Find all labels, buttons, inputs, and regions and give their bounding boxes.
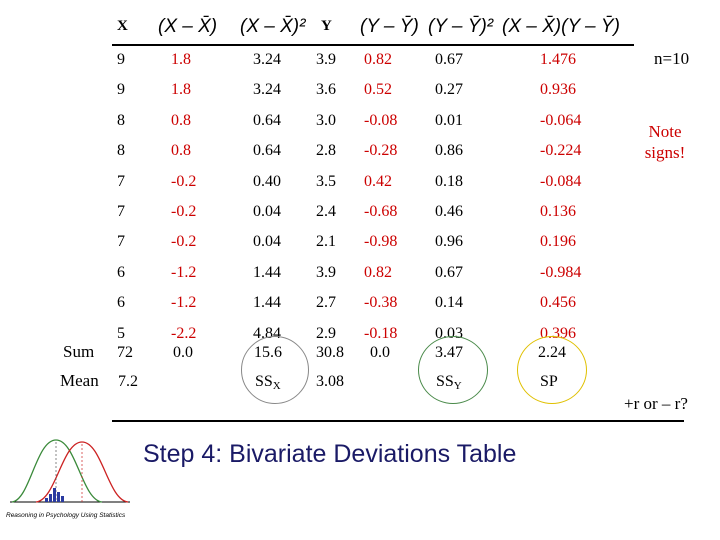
table-cell: 0.82 xyxy=(364,263,392,281)
table-cell: 3.9 xyxy=(316,51,336,68)
table-cell: 0.136 xyxy=(540,203,576,220)
ss-x-highlight xyxy=(241,336,309,404)
footer-rule xyxy=(112,420,684,422)
table-cell: -1.2 xyxy=(171,294,197,312)
header-dev-y: (Y – Ȳ) xyxy=(360,16,419,37)
note-signs: Note signs! xyxy=(644,122,686,162)
sum-y: 30.8 xyxy=(316,344,344,361)
table-cell: 2.8 xyxy=(316,142,336,160)
table-cell: -0.064 xyxy=(540,111,582,129)
table-cell: 2.7 xyxy=(316,294,336,312)
table-cell: 0.42 xyxy=(364,172,392,190)
header-x: X xyxy=(117,18,128,34)
table-cell: 2.9 xyxy=(316,324,336,342)
header-dev-y-sq: (Y – Ȳ)² xyxy=(428,16,494,37)
table-cell: -0.084 xyxy=(540,172,582,190)
table-cell: 3.24 xyxy=(253,51,281,68)
header-rule xyxy=(112,44,634,46)
header-dev-x: (X – X̄) xyxy=(158,16,218,37)
table-cell: 0.18 xyxy=(435,172,463,190)
table-cell: 2.1 xyxy=(316,233,336,251)
table-cell: 0.27 xyxy=(435,81,463,99)
table-cell: 3.6 xyxy=(316,81,336,99)
table-cell: -0.984 xyxy=(540,263,582,281)
table-cell: 3.0 xyxy=(316,111,336,129)
table-cell: 8 xyxy=(117,142,125,160)
table-cell: 0.96 xyxy=(435,233,463,251)
mean-x: 7.2 xyxy=(118,373,138,390)
table-cell: 0.8 xyxy=(171,142,191,160)
mean-label: Mean xyxy=(60,371,99,390)
table-cell: 2.4 xyxy=(316,203,336,220)
distribution-logo-icon xyxy=(10,439,130,503)
header-y: Y xyxy=(321,18,332,34)
table-cell: 0.936 xyxy=(540,81,576,99)
table-cell: 0.04 xyxy=(253,203,281,220)
header-product: (X – X̄)(Y – Ȳ) xyxy=(502,16,620,37)
ss-y-highlight xyxy=(418,336,488,404)
sum-dev-x: 0.0 xyxy=(173,344,193,361)
table-cell: 7 xyxy=(117,203,125,220)
table-cell: 0.67 xyxy=(435,263,463,281)
header-dev-x-sq: (X – X̄)² xyxy=(240,16,306,37)
n-note: n=10 xyxy=(654,49,690,68)
table-cell: 7 xyxy=(117,233,125,251)
table-cell: 6 xyxy=(117,294,125,312)
table-cell: -0.68 xyxy=(364,203,398,220)
table-cell: -2.2 xyxy=(171,324,197,342)
table-cell: 3.24 xyxy=(253,81,281,99)
table-cell: 0.40 xyxy=(253,172,281,190)
sp-highlight xyxy=(517,336,587,404)
table-cell: 7 xyxy=(117,172,125,190)
table-cell: 9 xyxy=(117,81,125,99)
table-cell: 1.8 xyxy=(171,51,191,68)
table-cell: 3.5 xyxy=(316,172,336,190)
table-cell: -0.28 xyxy=(364,142,398,160)
table-cell: 0.86 xyxy=(435,142,463,160)
r-question: +r or – r? xyxy=(624,394,688,413)
table-cell: -0.224 xyxy=(540,142,582,160)
table-cell: -0.08 xyxy=(364,111,398,129)
sum-x: 72 xyxy=(117,344,133,361)
table-cell: 0.01 xyxy=(435,111,463,129)
table-cell: 6 xyxy=(117,263,125,281)
logo-caption: Reasoning in Psychology Using Statistics xyxy=(6,512,126,519)
table-cell: 0.67 xyxy=(435,51,463,68)
sum-dev-y: 0.0 xyxy=(370,344,390,361)
table-cell: 0.52 xyxy=(364,81,392,99)
table-cell: 0.04 xyxy=(253,233,281,251)
slide-title: Step 4: Bivariate Deviations Table xyxy=(143,440,517,468)
table-cell: -1.2 xyxy=(171,263,197,281)
table-cell: -0.2 xyxy=(171,172,197,190)
table-cell: -0.38 xyxy=(364,294,398,312)
mean-y: 3.08 xyxy=(316,373,344,390)
table-cell: 1.44 xyxy=(253,294,281,312)
table-cell: 5 xyxy=(117,324,125,342)
table-cell: -0.98 xyxy=(364,233,398,251)
table-cell: 3.9 xyxy=(316,263,336,281)
table-cell: 0.82 xyxy=(364,51,392,68)
table-cell: 1.8 xyxy=(171,81,191,99)
table-cell: 0.64 xyxy=(253,142,281,160)
table-cell: 0.8 xyxy=(171,111,191,129)
table-cell: 0.14 xyxy=(435,294,463,312)
table-cell: -0.2 xyxy=(171,203,197,220)
table-cell: 0.456 xyxy=(540,294,576,312)
table-cell: 0.64 xyxy=(253,111,281,129)
table-cell: 1.44 xyxy=(253,263,281,281)
table-cell: 9 xyxy=(117,51,125,68)
table-cell: 1.476 xyxy=(540,51,576,68)
table-cell: -0.2 xyxy=(171,233,197,251)
table-cell: 0.46 xyxy=(435,203,463,220)
table-cell: -0.18 xyxy=(364,324,398,342)
table-cell: 0.196 xyxy=(540,233,576,251)
sum-label: Sum xyxy=(63,342,95,361)
table-cell: 8 xyxy=(117,111,125,129)
